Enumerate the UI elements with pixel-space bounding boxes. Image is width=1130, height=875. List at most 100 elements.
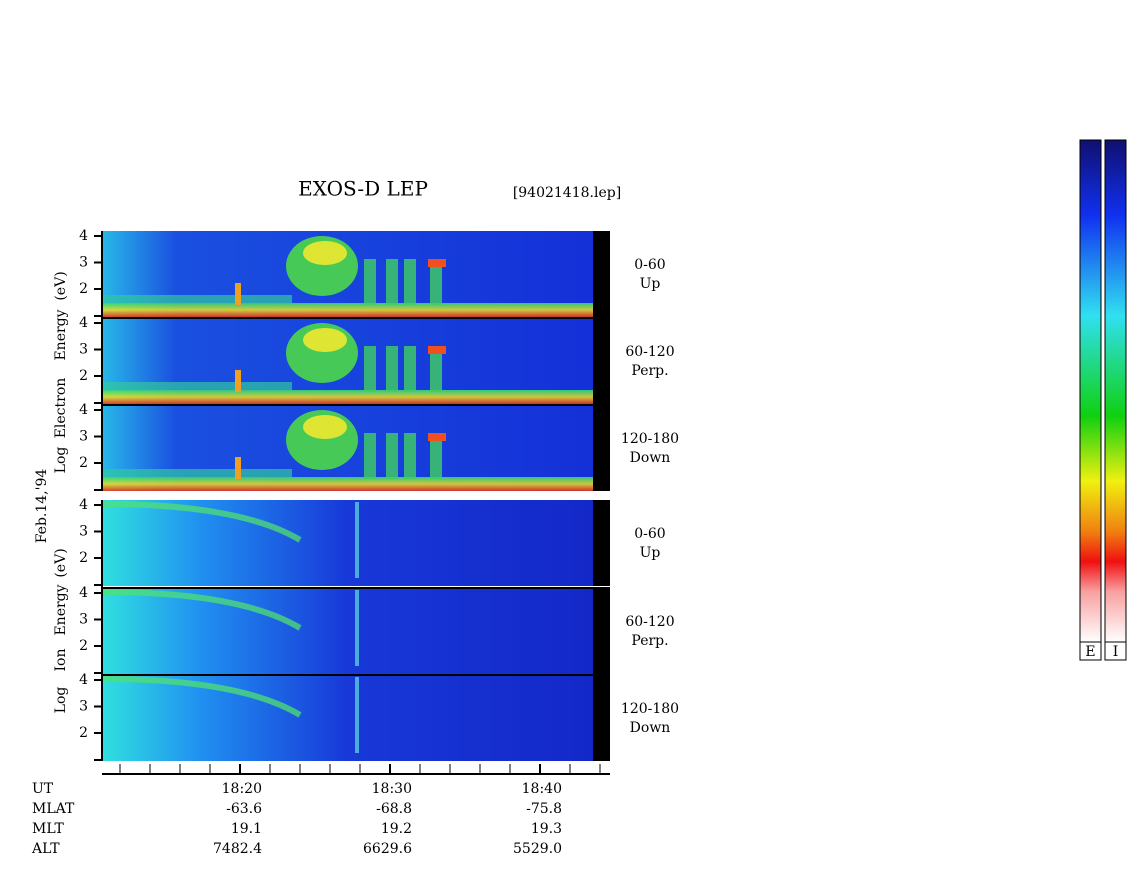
row-label: MLT [32, 821, 64, 837]
arc [386, 346, 398, 392]
row-value: 19.1 [231, 821, 262, 837]
direction-label: Perp. [631, 633, 668, 649]
row-value: 5529.0 [513, 841, 562, 857]
axis-label-word: (eV) [53, 271, 69, 300]
streak [101, 501, 302, 543]
ephemeris: UT 18:20 18:30 18:40 MLAT -63.6 -68.8 -75.8 MLT 1… [31, 781, 562, 857]
row-value: -63.6 [226, 801, 262, 817]
streak [101, 589, 302, 631]
arc [430, 433, 442, 479]
row-value: 18:40 [522, 781, 562, 797]
row-value: -75.8 [526, 801, 562, 817]
arc [404, 346, 416, 392]
arc [364, 346, 376, 392]
direction-label: Down [630, 720, 671, 736]
burst-core [303, 241, 347, 265]
axis-label-word: Log [53, 447, 69, 474]
y-tick-label: 3 [79, 524, 88, 540]
colorbar [1079, 139, 1102, 643]
spike [235, 283, 241, 305]
axis-label-word: Electron [53, 378, 69, 439]
row-value: 7482.4 [213, 841, 262, 857]
panel-bg [102, 675, 593, 761]
direction-label: Perp. [631, 363, 668, 379]
y-tick-label: 3 [79, 699, 88, 715]
colorbar-label: E [1085, 644, 1095, 660]
y-tick-label: 2 [79, 725, 88, 741]
arc [364, 259, 376, 305]
angle-label: 0-60 [634, 526, 665, 542]
title: EXOS-D LEP [298, 177, 428, 201]
edge [355, 502, 359, 578]
y-tick-label: 3 [79, 342, 88, 358]
colorbar-label-box [1079, 641, 1102, 661]
plateau [102, 295, 292, 303]
spike [235, 370, 241, 392]
arc-top [428, 259, 446, 267]
panel-bg [102, 500, 593, 586]
axis-label-word: (eV) [53, 548, 69, 577]
arc [386, 433, 398, 479]
file-name: [94021418.lep] [513, 185, 621, 201]
row-value: 6629.6 [363, 841, 412, 857]
low-energy-band [102, 477, 593, 491]
y-tick-label: 2 [79, 455, 88, 471]
y-tick-label: 4 [79, 585, 88, 601]
spike [235, 457, 241, 479]
date: Feb.14,'94 [34, 469, 50, 544]
time-axis [102, 764, 610, 775]
y-tick-label: 4 [79, 315, 88, 331]
y-tick-label: 4 [79, 497, 88, 513]
data-gap [593, 231, 610, 317]
y-tick-label: 2 [79, 550, 88, 566]
plateau [102, 469, 292, 477]
panel-bg [102, 588, 593, 674]
axis-label-word: Log [53, 687, 69, 714]
burst-core [303, 415, 347, 439]
data-gap [593, 318, 610, 404]
y-tick-label: 4 [79, 228, 88, 244]
colorbar-label: I [1113, 644, 1119, 660]
arc [430, 259, 442, 305]
colorbar [1104, 139, 1127, 643]
direction-label: Down [630, 450, 671, 466]
colorbar-label-box [1104, 641, 1127, 661]
arc [404, 259, 416, 305]
row-label: MLAT [32, 801, 75, 817]
y-tick-label: 2 [79, 638, 88, 654]
y-tick-label: 4 [79, 402, 88, 418]
y-tick-label: 2 [79, 368, 88, 384]
angle-label: 120-180 [621, 431, 679, 447]
row-value: 18:30 [372, 781, 412, 797]
row-value: 19.3 [531, 821, 562, 837]
angle-label: 60-120 [625, 614, 674, 630]
row-label: UT [32, 781, 54, 797]
row-value: -68.8 [376, 801, 412, 817]
data-gap [593, 500, 610, 586]
angle-label: 120-180 [621, 701, 679, 717]
arc-top [428, 346, 446, 354]
angle-label: 0-60 [634, 257, 665, 273]
direction-label: Up [640, 276, 661, 292]
edge [355, 590, 359, 666]
arc [430, 346, 442, 392]
arc [364, 433, 376, 479]
data-gap [593, 405, 610, 491]
y-tick-label: 3 [79, 429, 88, 445]
y-tick-label: 2 [79, 281, 88, 297]
burst-core [303, 328, 347, 352]
row-label: ALT [31, 841, 60, 857]
axis-label-word: Ion [53, 649, 69, 672]
row-value: 18:20 [222, 781, 262, 797]
direction-label: Up [640, 545, 661, 561]
data-gap [593, 588, 610, 674]
streak [101, 676, 302, 718]
arc-top [428, 433, 446, 441]
angle-label: 60-120 [625, 344, 674, 360]
y-tick-label: 3 [79, 612, 88, 628]
y-tick-label: 3 [79, 255, 88, 271]
axis-label-word: Energy [53, 584, 69, 635]
axis-label-word: Energy [53, 309, 69, 360]
